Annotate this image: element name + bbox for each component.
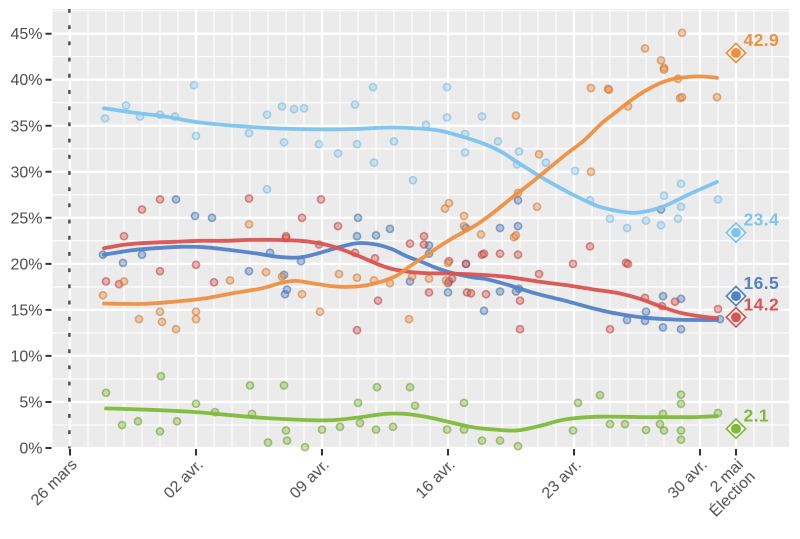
svg-text:14.2: 14.2 (744, 294, 780, 314)
svg-text:0%: 0% (19, 441, 42, 458)
svg-text:45%: 45% (10, 26, 42, 43)
svg-text:35%: 35% (10, 118, 42, 135)
svg-text:25%: 25% (10, 210, 42, 227)
svg-text:16.5: 16.5 (744, 273, 780, 293)
svg-text:42.9: 42.9 (744, 30, 780, 50)
svg-text:20%: 20% (10, 256, 42, 273)
svg-text:10%: 10% (10, 348, 42, 365)
svg-text:15%: 15% (10, 302, 42, 319)
svg-text:30%: 30% (10, 164, 42, 181)
svg-text:23.4: 23.4 (744, 210, 780, 230)
svg-text:40%: 40% (10, 72, 42, 89)
svg-text:2.1: 2.1 (744, 406, 770, 426)
svg-text:5%: 5% (19, 395, 42, 412)
